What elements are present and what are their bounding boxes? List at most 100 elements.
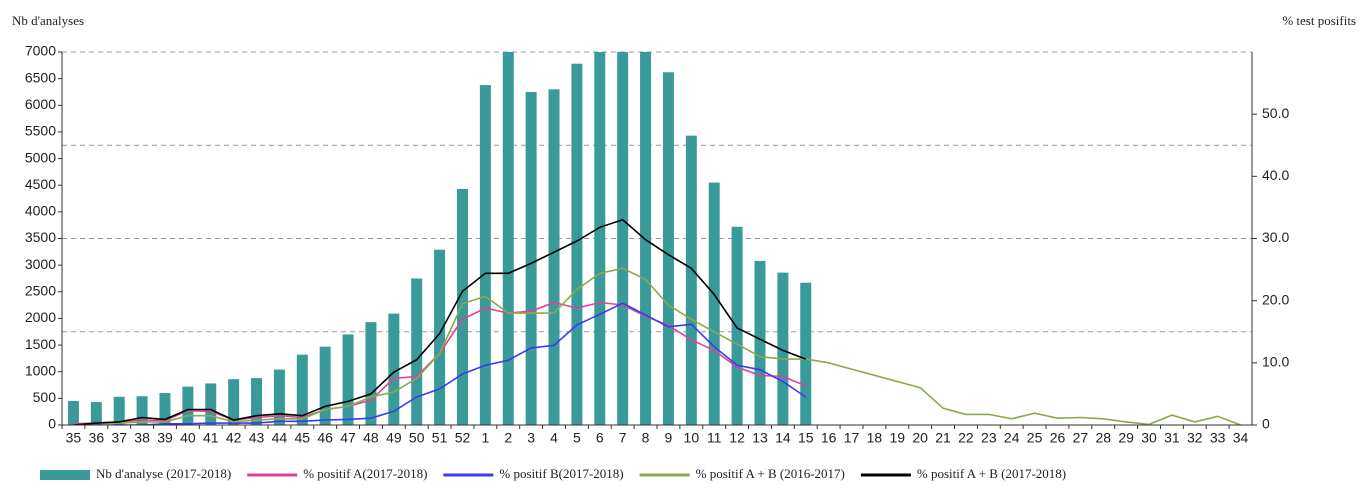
bar [319,346,331,425]
x-tick-label: 21 [935,430,951,446]
bar [594,52,606,425]
x-tick-label: 34 [1233,430,1249,446]
x-tick-label: 5 [573,430,581,446]
legend-swatch [40,470,90,480]
x-tick-label: 52 [455,430,471,446]
x-tick-label: 29 [1118,430,1134,446]
legend-item: % positif A(2017-2018) [247,466,427,481]
legend-item: Nb d'analyse (2017-2018) [40,466,231,481]
x-tick-label: 17 [844,430,860,446]
legend-item: % positif B(2017-2018) [443,466,624,481]
x-tick-label: 24 [1004,430,1020,446]
x-tick-label: 39 [157,430,173,446]
y-tick-label: 0 [48,416,56,432]
x-tick-label: 32 [1187,430,1203,446]
y-tick-label: 2500 [25,282,56,298]
x-tick-label: 20 [912,430,928,446]
x-tick-label: 47 [340,430,356,446]
legend-label: Nb d'analyse (2017-2018) [96,466,231,481]
y-tick-label: 7000 [25,43,56,59]
legend-item: % positif A + B (2016-2017) [639,466,845,481]
x-tick-label: 38 [134,430,150,446]
y-tick-label: 6500 [25,69,56,85]
line [73,218,807,425]
line [73,302,807,425]
x-tick-label: 19 [889,430,905,446]
x-tick-label: 36 [89,430,105,446]
bar [228,379,240,425]
x-tick-label: 11 [707,430,722,446]
y2-tick-label: 0 [1262,416,1270,432]
x-tick-label: 15 [798,430,814,446]
x-tick-label: 43 [249,430,265,446]
x-tick-label: 40 [180,430,196,446]
bar [90,402,102,425]
legend-item: % positif A + B (2017-2018) [860,466,1066,481]
bar [411,278,423,425]
x-tick-label: 28 [1095,430,1111,446]
bar [67,401,79,425]
y-tick-label: 4500 [25,176,56,192]
x-tick-label: 26 [1050,430,1066,446]
bar [342,334,354,425]
bar [182,386,194,425]
x-tick-label: 50 [409,430,425,446]
x-tick-label: 2 [504,430,512,446]
x-tick-label: 1 [481,430,489,446]
bar [273,369,285,425]
y-tick-label: 6000 [25,96,56,112]
x-tick-label: 33 [1210,430,1226,446]
x-tick-label: 12 [729,430,745,446]
bar [388,313,400,425]
legend-label: % positif A(2017-2018) [303,466,427,481]
y-tick-label: 1000 [25,362,56,378]
legend-label: % positif A + B (2016-2017) [696,466,845,481]
x-tick-label: 46 [317,430,333,446]
bar [525,91,537,425]
x-tick-label: 42 [226,430,242,446]
legend-label: % positif A + B (2017-2018) [917,466,1066,481]
x-tick-label: 16 [821,430,837,446]
x-tick-label: 9 [665,430,673,446]
bar [136,396,148,425]
y-tick-label: 1500 [25,336,56,352]
legend-label: % positif B(2017-2018) [499,466,623,481]
bar [251,378,263,425]
x-tick-label: 44 [272,430,288,446]
y-axis-title: Nb d'analyses [12,13,84,28]
x-tick-label: 10 [684,430,700,446]
x-tick-label: 48 [363,430,379,446]
x-tick-label: 35 [66,430,82,446]
x-tick-label: 3 [527,430,535,446]
bar [708,182,720,425]
line [73,267,1241,425]
bar [571,63,583,425]
y2-tick-label: 40.0 [1262,167,1289,183]
y2-axis-title: % test posifits [1282,13,1356,28]
x-tick-label: 25 [1027,430,1043,446]
y-tick-label: 5000 [25,149,56,165]
x-tick-label: 51 [432,430,448,446]
bar [662,72,674,425]
x-tick-label: 30 [1141,430,1157,446]
y-tick-label: 3000 [25,256,56,272]
x-tick-label: 4 [550,430,558,446]
y-tick-label: 4000 [25,203,56,219]
bar [434,249,446,425]
x-tick-label: 6 [596,430,604,446]
bar [479,85,491,425]
x-tick-label: 41 [203,430,219,446]
bar [365,322,377,425]
x-tick-label: 13 [752,430,768,446]
bar [296,354,308,425]
y-tick-label: 2000 [25,309,56,325]
x-tick-label: 23 [981,430,997,446]
x-tick-label: 18 [867,430,883,446]
bar [502,52,514,425]
bar [456,188,468,425]
x-tick-label: 27 [1073,430,1089,446]
bar [685,135,697,425]
y-tick-label: 3500 [25,229,56,245]
x-tick-label: 14 [775,430,791,446]
